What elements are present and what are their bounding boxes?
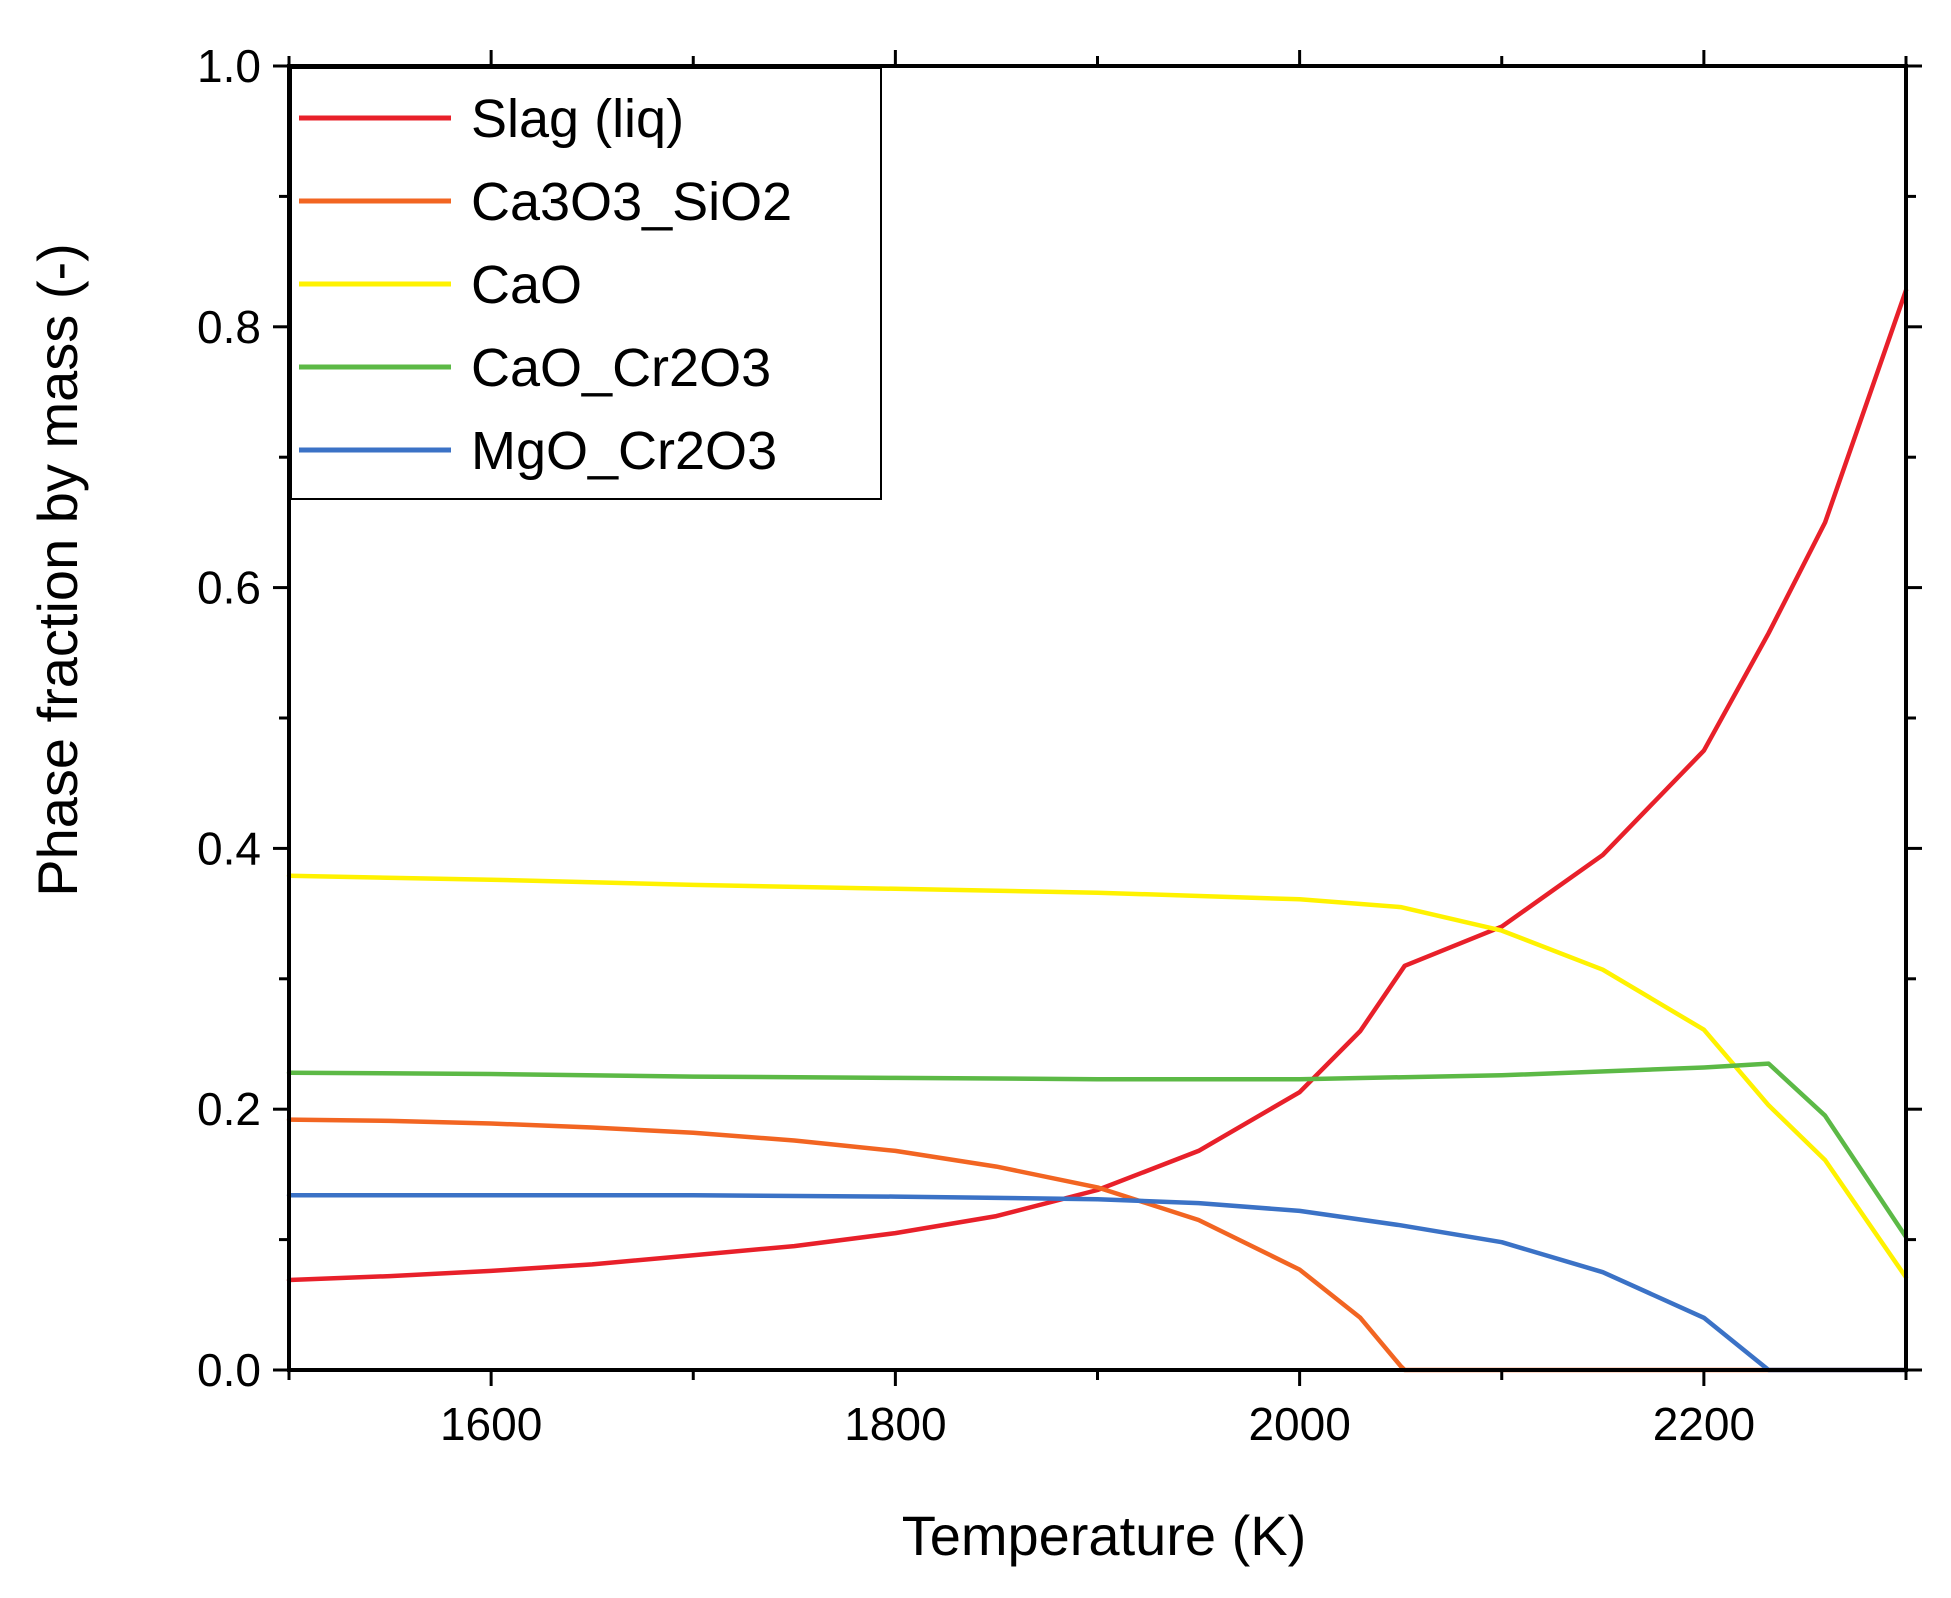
series-line-slag-liq: [286, 288, 1909, 1283]
legend: Slag (liq) Ca3O3_SiO2 CaO CaO_Cr2O3 MgO_Cr2O…: [290, 67, 882, 500]
y-axis-title: Phase fraction by mass (-): [26, 243, 89, 897]
y-tick-label: 1.0: [197, 40, 261, 92]
plot-series-group: [286, 288, 1909, 1373]
x-tick-label: 2200: [1653, 1398, 1755, 1450]
legend-label: Ca3O3_SiO2: [471, 172, 792, 232]
x-tick-label: 2000: [1248, 1398, 1350, 1450]
y-tick-label: 0.2: [197, 1083, 261, 1135]
legend-label: CaO: [471, 255, 582, 315]
series-line-cao-cr2o3: [286, 1061, 1909, 1240]
y-tick-label: 0.0: [197, 1344, 261, 1396]
y-tick-label: 0.8: [197, 301, 261, 353]
y-tick-label: 0.6: [197, 562, 261, 614]
series-line-cao: [286, 873, 1909, 1280]
y-tick-label: 0.4: [197, 822, 261, 874]
axes-group: 1600 1800 2000 2200 0.0 0.2 0.4 0.6 0.8 1.0: [197, 40, 1922, 1450]
x-tick-label: 1600: [440, 1398, 542, 1450]
x-axis-title: Temperature (K): [902, 1504, 1307, 1567]
legend-label: MgO_Cr2O3: [471, 421, 777, 481]
legend-label: Slag (liq): [471, 89, 684, 149]
x-tick-label: 1800: [844, 1398, 946, 1450]
series-line-ca3o3-sio2: [286, 1117, 1909, 1373]
legend-label: CaO_Cr2O3: [471, 338, 771, 398]
series-line-mgo-cr2o3: [286, 1193, 1909, 1373]
